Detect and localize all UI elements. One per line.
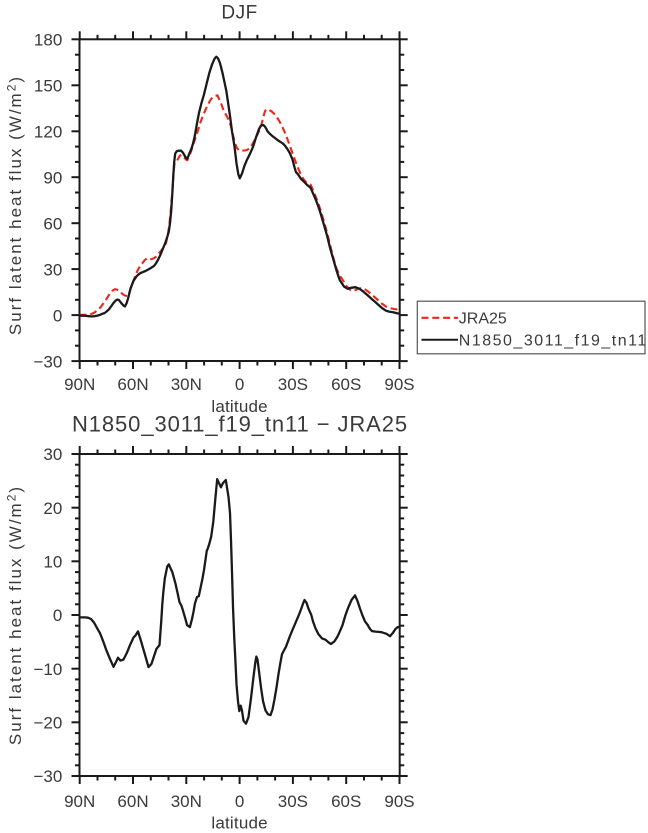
svg-text:−30: −30: [33, 352, 62, 371]
svg-text:60N: 60N: [117, 792, 148, 811]
svg-text:Surf latent heat flux (W/m2): Surf latent heat flux (W/m2): [5, 485, 26, 745]
svg-text:60: 60: [43, 214, 62, 233]
svg-text:30N: 30N: [171, 375, 202, 394]
svg-text:0: 0: [235, 375, 244, 394]
svg-text:N1850_3011_f19_tn11 − JRA25: N1850_3011_f19_tn11 − JRA25: [72, 412, 408, 437]
svg-text:JRA25: JRA25: [459, 311, 507, 328]
svg-text:30: 30: [43, 445, 62, 464]
svg-text:latitude: latitude: [211, 814, 267, 833]
svg-text:120: 120: [34, 123, 62, 142]
svg-text:0: 0: [53, 306, 62, 325]
svg-text:60S: 60S: [331, 375, 361, 394]
svg-text:20: 20: [43, 499, 62, 518]
svg-text:30S: 30S: [278, 375, 308, 394]
svg-text:90S: 90S: [384, 375, 414, 394]
svg-text:60N: 60N: [117, 375, 148, 394]
svg-text:0: 0: [235, 792, 244, 811]
svg-text:−30: −30: [33, 767, 62, 786]
svg-text:10: 10: [43, 553, 62, 572]
svg-text:30S: 30S: [278, 792, 308, 811]
svg-text:−20: −20: [33, 714, 62, 733]
svg-text:60S: 60S: [331, 792, 361, 811]
svg-text:Surf latent heat flux (W/m2): Surf latent heat flux (W/m2): [5, 75, 26, 335]
svg-text:90N: 90N: [64, 375, 95, 394]
svg-text:N1850_3011_f19_tn11: N1850_3011_f19_tn11: [459, 333, 648, 350]
svg-text:90N: 90N: [64, 792, 95, 811]
svg-text:180: 180: [34, 31, 62, 50]
svg-text:latitude: latitude: [211, 397, 267, 416]
svg-text:90S: 90S: [384, 792, 414, 811]
svg-text:−10: −10: [33, 660, 62, 679]
svg-text:30: 30: [43, 260, 62, 279]
svg-text:90: 90: [43, 168, 62, 187]
svg-text:0: 0: [53, 606, 62, 625]
svg-text:150: 150: [34, 77, 62, 96]
svg-text:30N: 30N: [171, 792, 202, 811]
svg-text:DJF: DJF: [221, 3, 257, 24]
